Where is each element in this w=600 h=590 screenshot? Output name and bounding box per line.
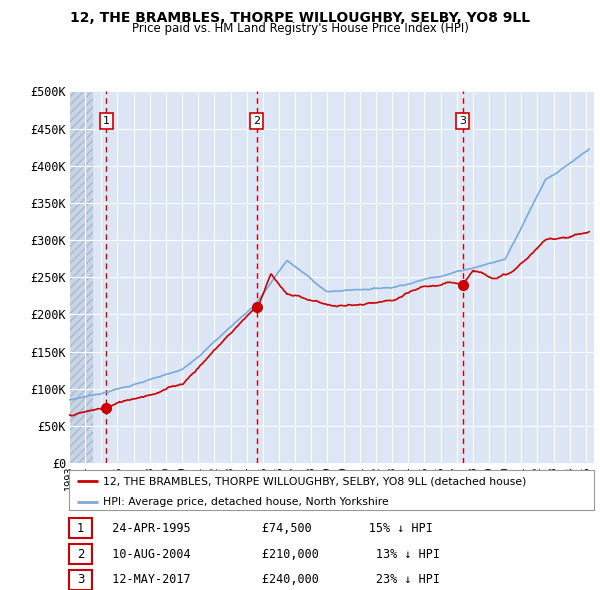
Text: 12-MAY-2017          £240,000        23% ↓ HPI: 12-MAY-2017 £240,000 23% ↓ HPI bbox=[98, 573, 440, 586]
Text: 1: 1 bbox=[77, 522, 84, 535]
Text: HPI: Average price, detached house, North Yorkshire: HPI: Average price, detached house, Nort… bbox=[103, 497, 389, 507]
Text: Price paid vs. HM Land Registry's House Price Index (HPI): Price paid vs. HM Land Registry's House … bbox=[131, 22, 469, 35]
Bar bbox=[69, 91, 93, 463]
Text: 10-AUG-2004          £210,000        13% ↓ HPI: 10-AUG-2004 £210,000 13% ↓ HPI bbox=[98, 548, 440, 560]
Text: 2: 2 bbox=[253, 116, 260, 126]
Text: 24-APR-1995          £74,500        15% ↓ HPI: 24-APR-1995 £74,500 15% ↓ HPI bbox=[98, 522, 433, 535]
Text: 1: 1 bbox=[103, 116, 110, 126]
Text: 2: 2 bbox=[77, 548, 84, 560]
Text: 3: 3 bbox=[77, 573, 84, 586]
Text: 12, THE BRAMBLES, THORPE WILLOUGHBY, SELBY, YO8 9LL (detached house): 12, THE BRAMBLES, THORPE WILLOUGHBY, SEL… bbox=[103, 477, 527, 487]
Text: 12, THE BRAMBLES, THORPE WILLOUGHBY, SELBY, YO8 9LL: 12, THE BRAMBLES, THORPE WILLOUGHBY, SEL… bbox=[70, 11, 530, 25]
Text: 3: 3 bbox=[459, 116, 466, 126]
